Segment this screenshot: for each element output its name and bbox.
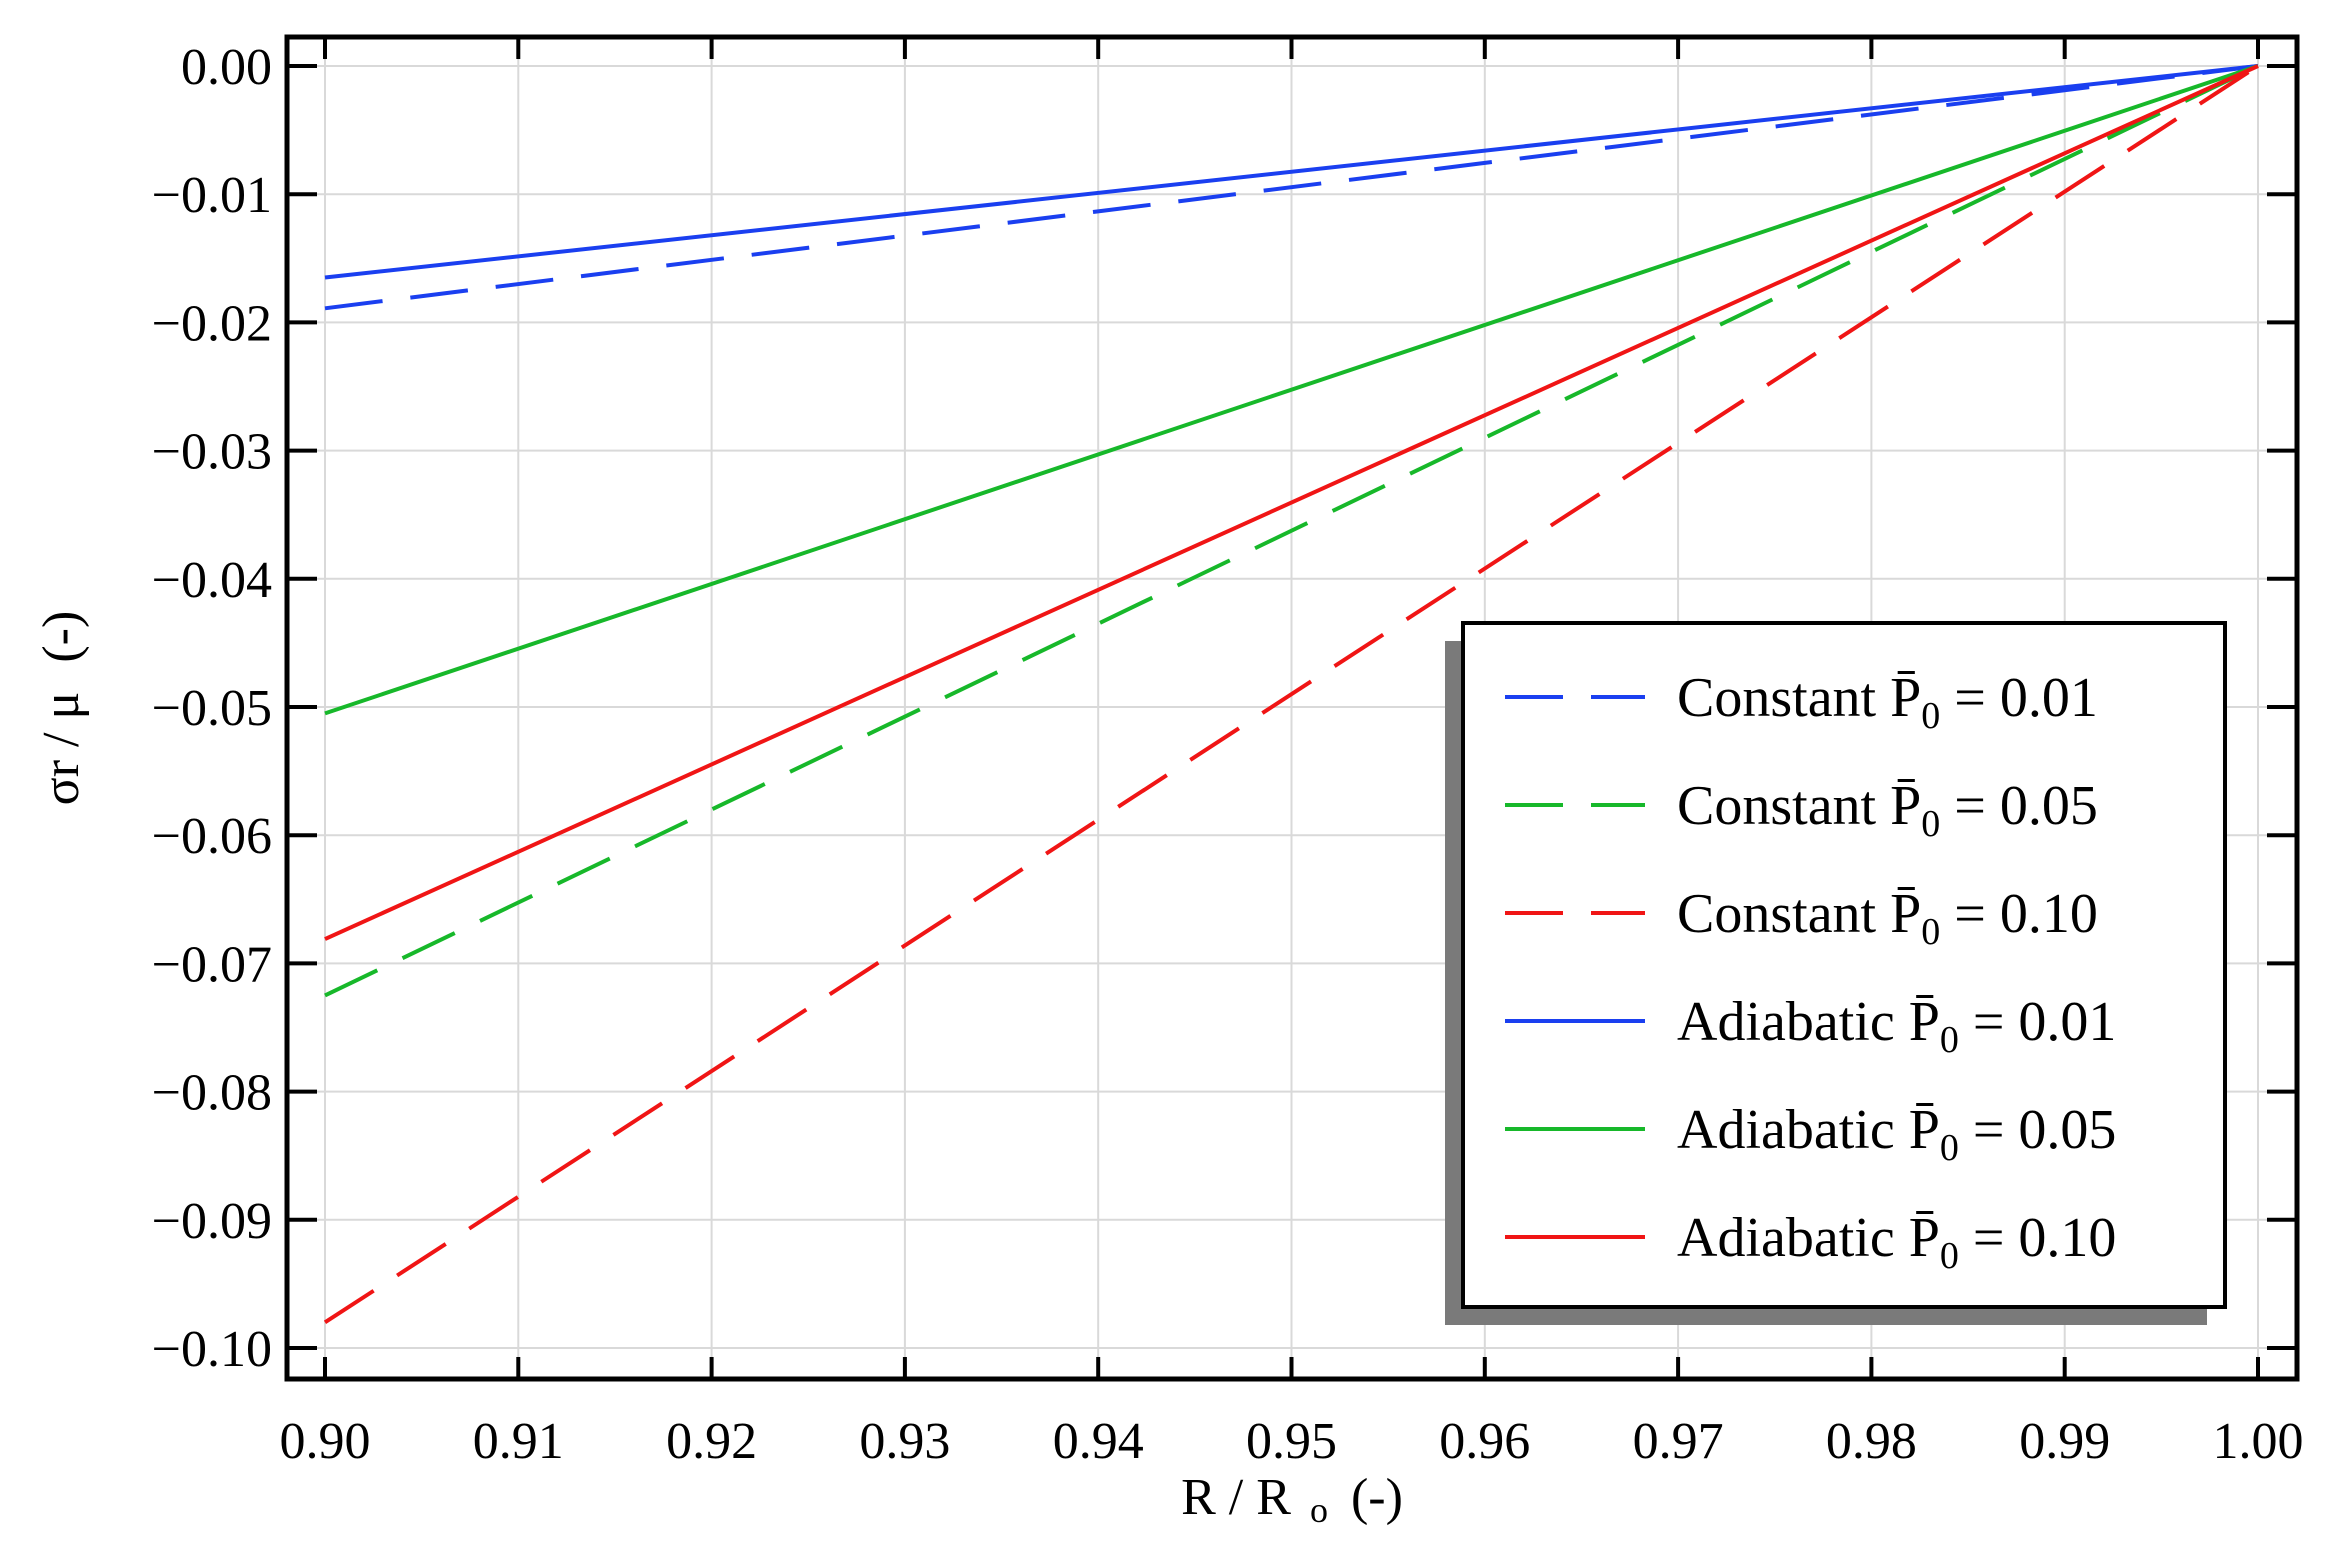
y-axis-label-main: σr / μ xyxy=(33,692,90,806)
legend-label: Adiabatic P̄0 = 0.10 xyxy=(1677,1207,2116,1277)
legend-box xyxy=(1461,621,2227,1309)
legend-label: Constant P̄0 = 0.05 xyxy=(1677,775,2098,845)
x-axis-label-unit: (-) xyxy=(1351,1469,1403,1526)
series-line-adiabatic-005 xyxy=(324,64,2259,716)
x-tick-labels: 0.90 0.91 0.92 0.93 0.94 0.95 0.96 0.97 0.98 0.99… xyxy=(280,1413,2304,1470)
y-tick-label: −0.01 xyxy=(152,167,272,224)
x-tick-label: 1.00 xyxy=(2213,1413,2304,1470)
series-line-adiabatic-001 xyxy=(324,64,2259,280)
legend-label: Adiabatic P̄0 = 0.05 xyxy=(1677,1099,2116,1169)
x-tick-label: 0.96 xyxy=(1439,1413,1530,1470)
x-tick-label: 0.97 xyxy=(1633,1413,1724,1470)
legend-items: Constant P̄0 = 0.01 Constant P̄0 = 0.05 Co… xyxy=(1505,667,2116,1277)
series-line-constant-010 xyxy=(323,64,2260,1325)
y-tick-label: −0.08 xyxy=(152,1065,272,1122)
y-tick-label: −0.03 xyxy=(152,424,272,481)
y-axis-label: σr / μ (-) xyxy=(33,611,90,806)
x-tick-label: 0.95 xyxy=(1246,1413,1337,1470)
x-tick-label: 0.94 xyxy=(1053,1413,1144,1470)
grid xyxy=(287,37,2297,1379)
x-axis-label-main: R / R xyxy=(1181,1469,1291,1526)
x-tick-label: 0.93 xyxy=(859,1413,950,1470)
legend: Constant P̄0 = 0.01 Constant P̄0 = 0.05 Co… xyxy=(1445,621,2227,1325)
x-tick-label: 0.90 xyxy=(280,1413,371,1470)
y-axis-label-unit: (-) xyxy=(33,611,90,663)
x-tick-label: 0.92 xyxy=(666,1413,757,1470)
series-lines xyxy=(323,64,2260,1325)
y-tick-labels: 0.00 −0.01 −0.02 −0.03 −0.04 −0.05 −0.06 −0.07 −… xyxy=(152,39,272,1378)
y-tick-label: −0.05 xyxy=(152,680,272,737)
x-tick-label: 0.91 xyxy=(473,1413,564,1470)
x-axis-label: R / R o (-) xyxy=(1181,1469,1403,1534)
axis-ticks xyxy=(287,37,2297,1379)
series-line-constant-005 xyxy=(324,64,2259,998)
y-tick-label: −0.10 xyxy=(152,1321,272,1378)
series-line-constant-001 xyxy=(324,64,2259,311)
legend-label: Adiabatic P̄0 = 0.01 xyxy=(1677,991,2116,1061)
y-tick-label: 0.00 xyxy=(181,39,272,96)
x-tick-label: 0.99 xyxy=(2019,1413,2110,1470)
series-line-adiabatic-010 xyxy=(324,64,2259,941)
legend-label: Constant P̄0 = 0.10 xyxy=(1677,883,2098,953)
x-axis-label-sub: o xyxy=(1310,1490,1328,1530)
y-tick-label: −0.04 xyxy=(152,552,272,609)
x-tick-label: 0.98 xyxy=(1826,1413,1917,1470)
y-tick-label: −0.09 xyxy=(152,1193,272,1250)
legend-label: Constant P̄0 = 0.01 xyxy=(1677,667,2098,737)
y-tick-label: −0.02 xyxy=(152,295,272,352)
y-tick-label: −0.06 xyxy=(152,808,272,865)
y-tick-label: −0.07 xyxy=(152,936,272,993)
